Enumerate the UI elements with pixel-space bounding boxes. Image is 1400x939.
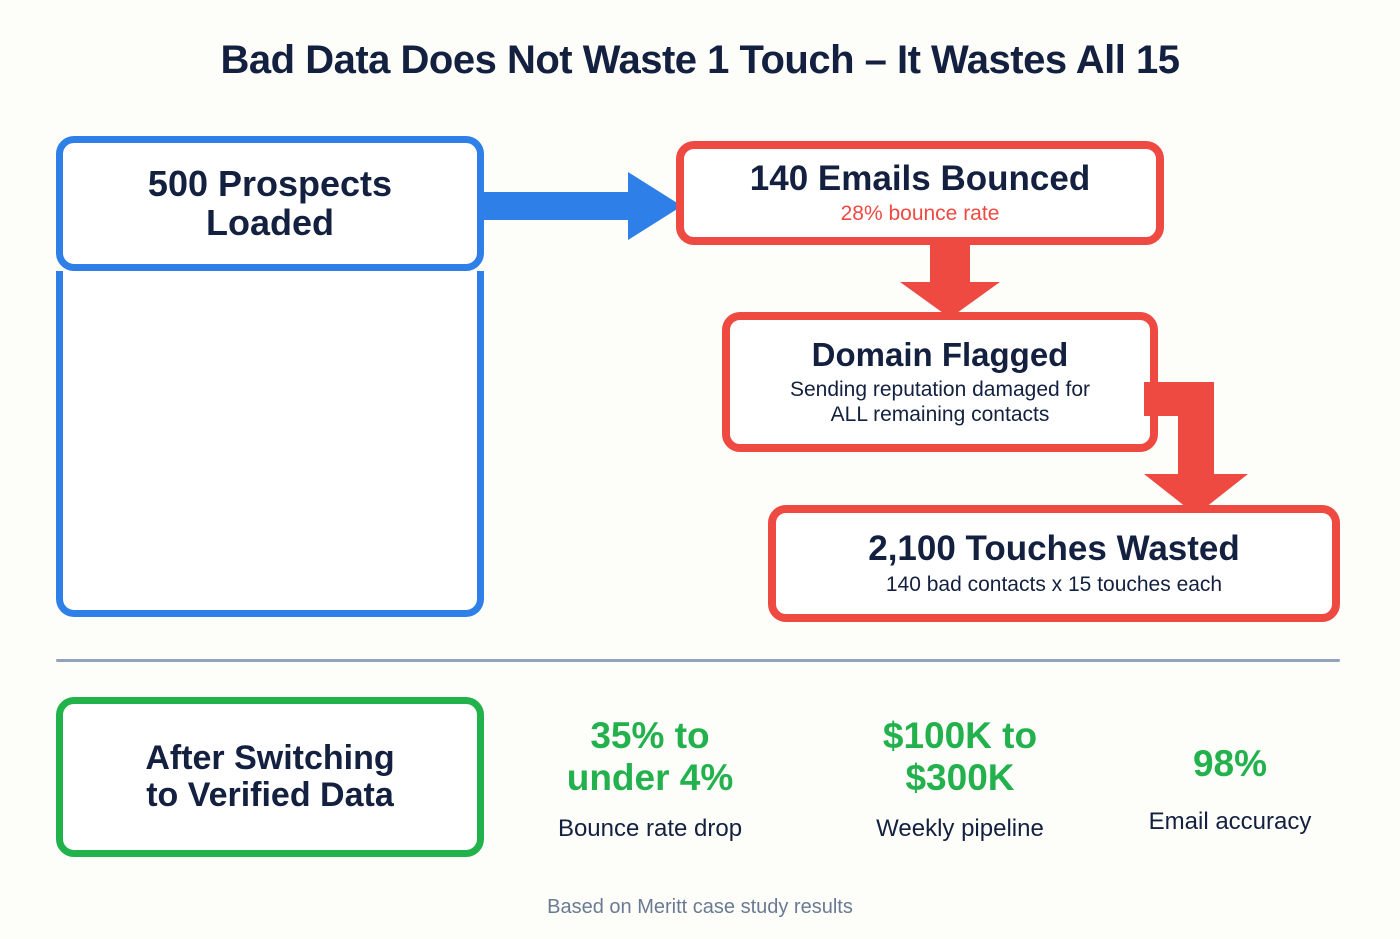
arrow-down-icon-bounced-to-flagged — [900, 240, 1000, 318]
step-box-touches-wasted: 2,100 Touches Wasted 140 bad contacts x … — [768, 505, 1340, 622]
step-subtitle-touches-wasted: 140 bad contacts x 15 touches each — [885, 572, 1223, 596]
footnote: Based on Meritt case study results — [547, 896, 853, 918]
step-subtitle-emails-bounced: 28% bounce rate — [840, 201, 1000, 225]
stat-label: Weekly pipeline — [876, 814, 1044, 842]
outcome-box-title: After Switching to Verified Data — [145, 739, 395, 814]
source-box-title: 500 Prospects Loaded — [147, 162, 393, 243]
stat-email-accuracy: 98% Email accuracy — [1110, 715, 1350, 836]
step-subtitle-domain-flagged: Sending reputation damaged for ALL remai… — [789, 377, 1091, 426]
stat-weekly-pipeline: $100K to $300K Weekly pipeline — [840, 715, 1080, 843]
page-title: Bad Data Does Not Waste 1 Touch – It Was… — [220, 38, 1180, 82]
arrow-elbow-icon-flagged-to-wasted — [1144, 382, 1248, 515]
stat-label: Bounce rate drop — [557, 814, 743, 842]
source-box-body-panel — [56, 271, 484, 617]
step-title-emails-bounced: 140 Emails Bounced — [749, 159, 1091, 198]
stat-bounce-rate-drop: 35% to under 4% Bounce rate drop — [530, 715, 770, 843]
stat-value: $100K to $300K — [882, 715, 1038, 798]
stat-value: 98% — [1192, 743, 1268, 784]
step-box-emails-bounced: 140 Emails Bounced 28% bounce rate — [676, 141, 1164, 245]
outcome-box-after-switching: After Switching to Verified Data — [56, 697, 484, 857]
source-box-prospects: 500 Prospects Loaded — [56, 136, 484, 271]
step-title-touches-wasted: 2,100 Touches Wasted — [868, 529, 1240, 568]
section-divider — [56, 659, 1340, 662]
stat-value: 35% to under 4% — [566, 715, 734, 798]
step-box-domain-flagged: Domain Flagged Sending reputation damage… — [722, 312, 1158, 452]
arrow-right-icon-source-to-bounced — [478, 172, 682, 240]
step-title-domain-flagged: Domain Flagged — [811, 336, 1069, 373]
stat-label: Email accuracy — [1148, 807, 1312, 835]
